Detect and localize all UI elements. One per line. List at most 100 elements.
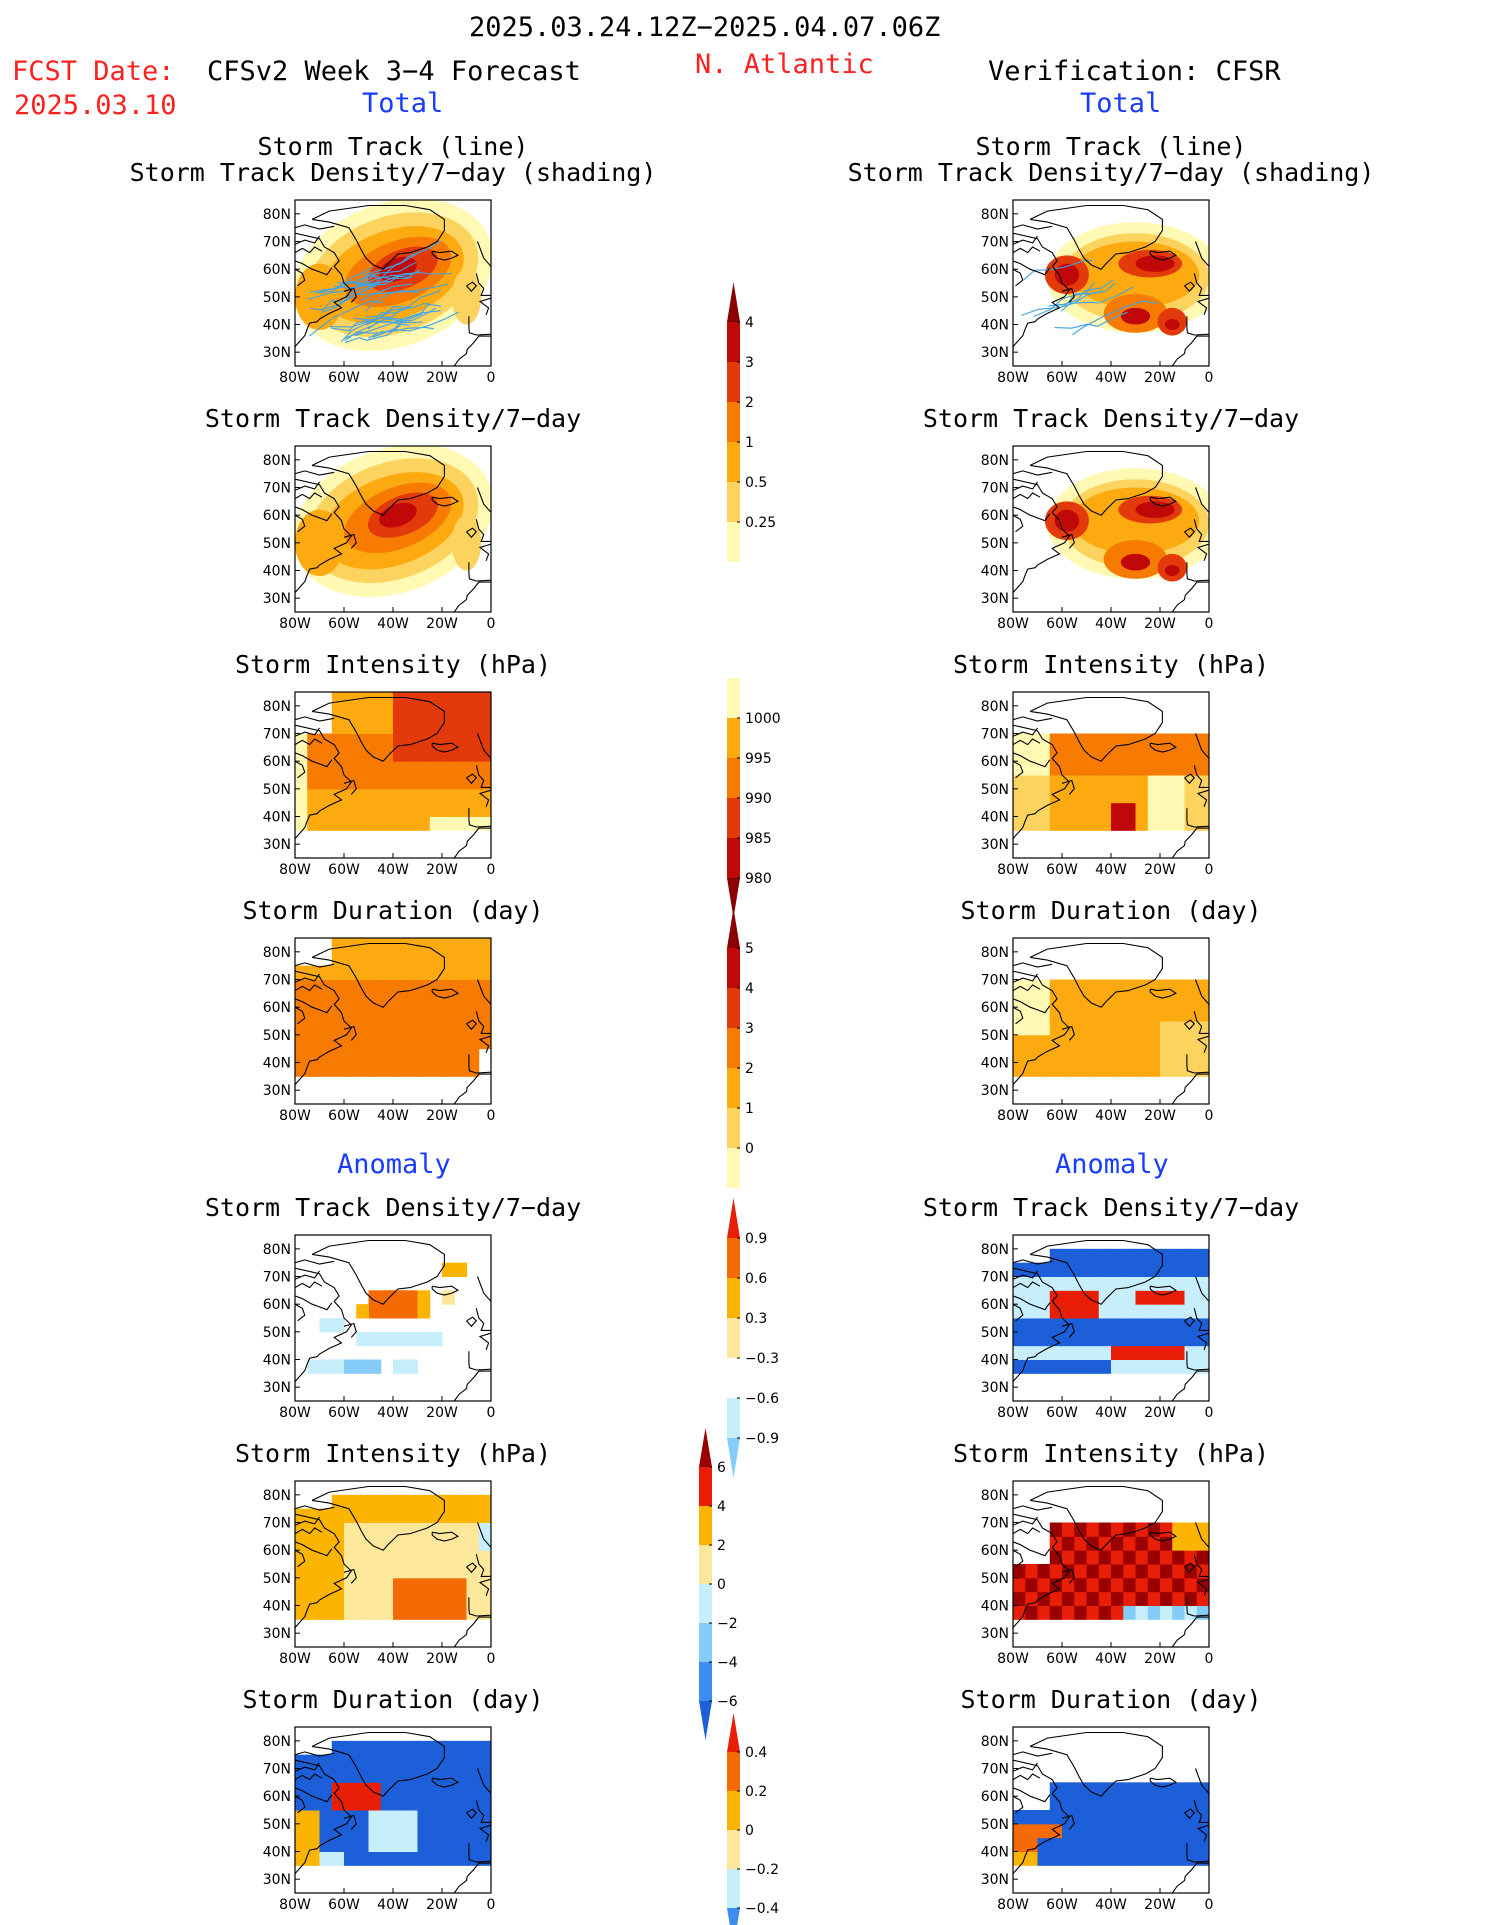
svg-text:80W: 80W xyxy=(997,862,1029,878)
svg-text:70N: 70N xyxy=(263,481,291,497)
svg-text:40N: 40N xyxy=(263,1845,291,1861)
map-axes: 80W 60W 40W 20W 0 80N 70N 60N 50N 40N 30N xyxy=(981,1734,1214,1913)
title-track-line-left: Storm Track (line) xyxy=(257,132,529,161)
svg-text:40W: 40W xyxy=(377,862,409,878)
svg-text:80W: 80W xyxy=(997,616,1029,632)
verification-title: Verification: CFSR xyxy=(988,56,1281,87)
svg-text:20W: 20W xyxy=(426,1405,458,1421)
intensity-colorbar: 1000 995 990 985 980 xyxy=(727,678,781,918)
svg-text:20W: 20W xyxy=(1144,1108,1176,1124)
colorbar-segment xyxy=(699,1467,712,1506)
map-fill xyxy=(1013,1522,1209,1620)
colorbar-tick-label: 2 xyxy=(745,1061,754,1077)
svg-text:80W: 80W xyxy=(997,1108,1029,1124)
map-fill xyxy=(295,446,491,597)
map-axes: 80W 60W 40W 20W 0 80N 70N 60N 50N 40N 30N xyxy=(981,1242,1214,1421)
svg-text:40N: 40N xyxy=(981,1599,1009,1615)
svg-text:40N: 40N xyxy=(263,564,291,580)
title-intensity-left: Storm Intensity (hPa) xyxy=(234,650,552,679)
svg-text:50N: 50N xyxy=(263,1817,291,1833)
svg-text:30N: 30N xyxy=(981,837,1009,853)
svg-text:40W: 40W xyxy=(1095,616,1127,632)
svg-text:60N: 60N xyxy=(981,1543,1009,1559)
svg-text:70N: 70N xyxy=(263,1516,291,1532)
anomaly-label-right: Anomaly xyxy=(1055,1149,1169,1180)
map-duration-anomaly-verification: 80W 60W 40W 20W 0 80N 70N 60N 50N 40N 30N xyxy=(981,1726,1213,1913)
svg-text:60W: 60W xyxy=(1046,1897,1078,1913)
svg-text:80W: 80W xyxy=(279,616,311,632)
svg-text:0: 0 xyxy=(1205,616,1214,632)
svg-text:40W: 40W xyxy=(377,1897,409,1913)
colorbar-tick-label: 3 xyxy=(745,1021,754,1037)
map-fill xyxy=(1044,468,1209,582)
svg-text:50N: 50N xyxy=(981,1817,1009,1833)
svg-text:60W: 60W xyxy=(328,1897,360,1913)
svg-text:50N: 50N xyxy=(981,536,1009,552)
svg-text:30N: 30N xyxy=(981,591,1009,607)
svg-text:80W: 80W xyxy=(279,1651,311,1667)
colorbar-tick-label: 3 xyxy=(745,355,754,371)
svg-text:0: 0 xyxy=(1205,370,1214,386)
map-fill xyxy=(1013,733,1209,831)
title-intensity-right: Storm Intensity (hPa) xyxy=(952,650,1270,679)
map-track-forecast: 80W 60W 40W 20W 0 80N 70N 60N 50N 40N 30N xyxy=(263,199,495,386)
svg-text:70N: 70N xyxy=(263,1762,291,1778)
map-intensity-forecast: 80W 60W 40W 20W 0 80N 70N 60N 50N 40N 30N xyxy=(263,691,495,878)
svg-text:50N: 50N xyxy=(981,1028,1009,1044)
colorbar-tick-label: 990 xyxy=(745,791,772,807)
colorbar-tick-label: 0 xyxy=(745,1823,754,1839)
colorbar-segment xyxy=(727,1318,740,1358)
colorbar-segment xyxy=(727,908,740,948)
svg-text:60N: 60N xyxy=(981,1789,1009,1805)
svg-text:60N: 60N xyxy=(263,1543,291,1559)
map-axes: 80W 60W 40W 20W 0 80N 70N 60N 50N 40N 30N xyxy=(263,207,496,386)
total-label-left: Total xyxy=(362,88,444,119)
map-track-verification: 80W 60W 40W 20W 0 80N 70N 60N 50N 40N 30N xyxy=(981,199,1213,386)
title-density-right: Storm Track Density/7−day xyxy=(922,404,1300,433)
colorbar-tick-label: 6 xyxy=(717,1460,726,1476)
colorbar-tick-label: 4 xyxy=(717,1499,726,1515)
svg-text:40N: 40N xyxy=(981,1845,1009,1861)
colorbar-segment xyxy=(727,988,740,1028)
colorbar-segment xyxy=(699,1545,712,1584)
svg-text:60W: 60W xyxy=(328,862,360,878)
svg-text:80W: 80W xyxy=(279,1897,311,1913)
title-duration-right: Storm Duration (day) xyxy=(960,896,1262,925)
colorbar-tick-label: 0.9 xyxy=(745,1231,767,1247)
colorbar-tick-label: 0.2 xyxy=(745,1784,767,1800)
colorbar-segment xyxy=(727,1198,740,1238)
colorbar-segment xyxy=(727,1108,740,1148)
svg-text:80W: 80W xyxy=(279,370,311,386)
svg-text:20W: 20W xyxy=(426,862,458,878)
colorbar-segment xyxy=(727,798,740,838)
intensity-anomaly-colorbar: 6 4 2 0 −2 −4 −6 xyxy=(699,1428,738,1740)
colorbar-tick-label: 0.6 xyxy=(745,1271,767,1287)
svg-text:20W: 20W xyxy=(1144,1405,1176,1421)
svg-text:30N: 30N xyxy=(263,837,291,853)
colorbar-segment xyxy=(727,1028,740,1068)
coastline xyxy=(1013,696,1209,858)
coastline xyxy=(295,1239,491,1401)
svg-text:50N: 50N xyxy=(981,782,1009,798)
svg-text:80N: 80N xyxy=(263,207,291,223)
svg-text:60W: 60W xyxy=(1046,370,1078,386)
map-axes: 80W 60W 40W 20W 0 80N 70N 60N 50N 40N 30N xyxy=(263,1734,496,1913)
svg-text:50N: 50N xyxy=(263,1325,291,1341)
map-duration-anomaly-forecast: 80W 60W 40W 20W 0 80N 70N 60N 50N 40N 30N xyxy=(263,1726,495,1913)
coastline xyxy=(295,942,491,1104)
colorbar-segment xyxy=(727,1068,740,1108)
svg-text:30N: 30N xyxy=(981,345,1009,361)
colorbar-segment xyxy=(699,1662,712,1701)
coastline xyxy=(295,1731,491,1893)
svg-text:80W: 80W xyxy=(997,1651,1029,1667)
colorbar-segment xyxy=(727,678,740,718)
model-title: CFSv2 Week 3−4 Forecast xyxy=(207,56,581,87)
coastline xyxy=(295,204,491,366)
colorbar-segment xyxy=(727,1908,740,1925)
svg-text:60N: 60N xyxy=(981,1297,1009,1313)
svg-text:60W: 60W xyxy=(1046,1405,1078,1421)
title-density-left: Storm Track Density/7−day xyxy=(204,404,582,433)
svg-text:80N: 80N xyxy=(981,1242,1009,1258)
coastline xyxy=(295,696,491,858)
colorbar-tick-label: 0.4 xyxy=(745,1745,767,1761)
